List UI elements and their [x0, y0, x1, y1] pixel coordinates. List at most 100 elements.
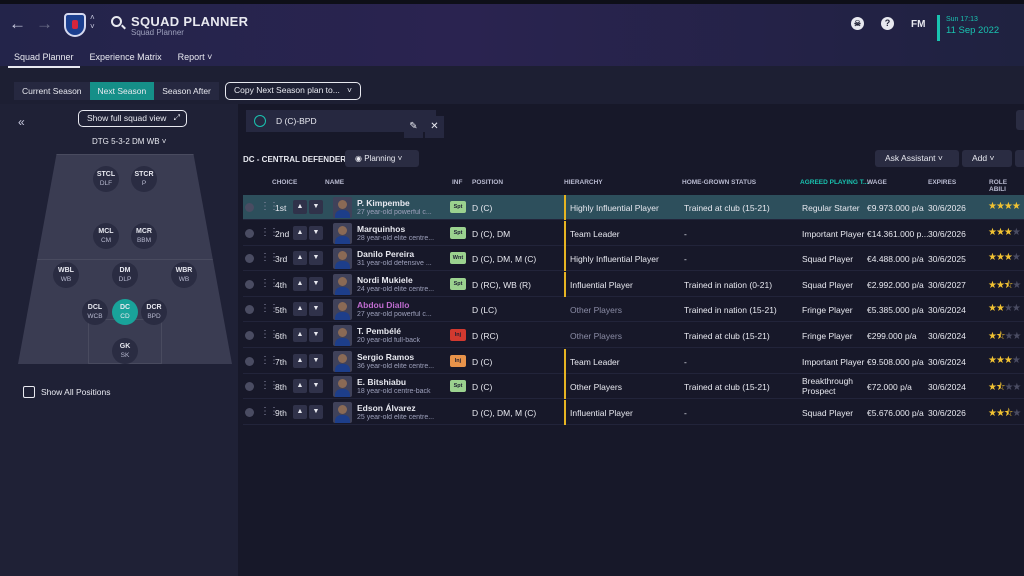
- row-select-radio[interactable]: [245, 305, 254, 315]
- status-badge[interactable]: Spt: [450, 226, 466, 239]
- player-avatar[interactable]: [333, 401, 352, 423]
- tab-experience-matrix[interactable]: Experience Matrix: [89, 52, 162, 62]
- planning-dropdown[interactable]: ◉ Planning ˅: [345, 150, 419, 167]
- player-name[interactable]: Edson Álvarez: [357, 402, 416, 413]
- skull-icon[interactable]: ☠: [851, 17, 864, 30]
- col-hierarchy[interactable]: HIERARCHY: [564, 179, 603, 186]
- status-badge[interactable]: Inj: [450, 329, 466, 341]
- player-avatar[interactable]: [333, 325, 352, 346]
- col-home-grown[interactable]: HOME-GROWN STATUS: [682, 179, 757, 186]
- club-crest-icon[interactable]: [64, 13, 86, 37]
- fm-logo[interactable]: FM: [911, 19, 926, 30]
- row-select-radio[interactable]: [245, 254, 254, 264]
- player-name[interactable]: T. Pembélé: [357, 326, 401, 336]
- show-all-checkbox[interactable]: [23, 386, 35, 398]
- move-up-icon[interactable]: ▲: [293, 353, 307, 368]
- table-row[interactable]: ⋮⋮ 4th ▲ ▼ Nordi Mukiele 24 year-old elite ce…: [243, 271, 1024, 297]
- help-icon[interactable]: ?: [881, 17, 894, 30]
- table-row[interactable]: ⋮⋮ 1st ▲ ▼ P. Kimpembe 27 year-old powerful c…: [243, 195, 1024, 220]
- tab-squad-planner[interactable]: Squad Planner: [8, 48, 80, 68]
- ask-assistant-button[interactable]: Ask Assistant ˅: [875, 150, 959, 167]
- tab-report[interactable]: Report ˅: [177, 52, 213, 62]
- drag-handle-icon[interactable]: ⋮⋮: [260, 303, 279, 315]
- table-row[interactable]: ⋮⋮ 5th ▲ ▼ Abdou Diallo 27 year-old powerful …: [243, 297, 1024, 323]
- back-arrow-icon[interactable]: ←: [9, 14, 26, 33]
- show-all-positions-toggle[interactable]: Show All Positions: [23, 386, 110, 398]
- move-up-icon[interactable]: ▲: [293, 302, 307, 317]
- collapse-panel-icon[interactable]: «: [18, 115, 25, 129]
- player-name[interactable]: Sergio Ramos: [357, 351, 415, 362]
- col-name[interactable]: NAME: [325, 179, 345, 186]
- drag-handle-icon[interactable]: ⋮⋮: [260, 354, 279, 366]
- move-down-icon[interactable]: ▼: [309, 225, 323, 240]
- more-button[interactable]: [1015, 150, 1024, 167]
- move-down-icon[interactable]: ▼: [309, 251, 323, 266]
- status-badge[interactable]: Spt: [450, 277, 466, 290]
- season-next-button[interactable]: Next Season: [89, 82, 155, 100]
- player-avatar[interactable]: [333, 350, 352, 372]
- move-up-icon[interactable]: ▲: [293, 200, 307, 214]
- table-row[interactable]: ⋮⋮ 7th ▲ ▼ Sergio Ramos 36 year-old elite cen…: [243, 348, 1024, 374]
- move-up-icon[interactable]: ▲: [293, 225, 307, 240]
- side-tab-handle[interactable]: [1016, 110, 1024, 130]
- close-icon[interactable]: ✕: [425, 116, 444, 138]
- table-row[interactable]: ⋮⋮ 9th ▲ ▼ Edson Álvarez 25 year-old elite ce…: [243, 399, 1024, 425]
- player-name[interactable]: P. Kimpembe: [357, 198, 410, 208]
- search-icon[interactable]: [111, 16, 122, 27]
- move-up-icon[interactable]: ▲: [293, 379, 307, 394]
- club-switch-chevron-icon[interactable]: ˄ ˅: [90, 13, 95, 31]
- position-node-mcr[interactable]: MCR BBM: [131, 223, 157, 249]
- player-avatar[interactable]: [333, 197, 352, 218]
- position-node-dm[interactable]: DM DLP: [112, 262, 138, 288]
- player-name[interactable]: Nordi Mukiele: [357, 274, 413, 285]
- move-down-icon[interactable]: ▼: [309, 328, 323, 342]
- position-node-gk[interactable]: GK SK: [112, 338, 138, 364]
- position-node-dcr[interactable]: DCR BPD: [141, 299, 167, 325]
- table-row[interactable]: ⋮⋮ 3rd ▲ ▼ Danilo Pereira 31 year-old defensi…: [243, 246, 1024, 272]
- copy-plan-button[interactable]: Copy Next Season plan to... ˅: [225, 82, 361, 100]
- col-position[interactable]: POSITION: [472, 179, 504, 186]
- drag-handle-icon[interactable]: ⋮⋮: [260, 252, 279, 264]
- player-avatar[interactable]: [333, 222, 352, 244]
- drag-handle-icon[interactable]: ⋮⋮: [260, 201, 279, 212]
- move-down-icon[interactable]: ▼: [309, 404, 323, 419]
- position-node-dc[interactable]: DC CD: [112, 299, 138, 325]
- position-node-wbr[interactable]: WBR WB: [171, 262, 197, 288]
- season-after-button[interactable]: Season After: [162, 86, 211, 96]
- move-up-icon[interactable]: ▲: [293, 251, 307, 266]
- table-row[interactable]: ⋮⋮ 2nd ▲ ▼ Marquinhos 28 year-old elite centr…: [243, 220, 1024, 246]
- row-select-radio[interactable]: [245, 228, 254, 238]
- move-down-icon[interactable]: ▼: [309, 379, 323, 394]
- col-role-ability[interactable]: ROLE ABILI: [989, 179, 1008, 193]
- move-down-icon[interactable]: ▼: [309, 276, 323, 291]
- full-squad-view-button[interactable]: Show full squad view ⤢: [78, 110, 187, 127]
- position-node-wbl[interactable]: WBL WB: [53, 262, 79, 288]
- player-avatar[interactable]: [333, 273, 352, 295]
- move-down-icon[interactable]: ▼: [309, 302, 323, 317]
- position-node-stcl[interactable]: STCL DLF: [93, 166, 119, 192]
- col-choice[interactable]: CHOICE: [272, 179, 298, 186]
- status-badge[interactable]: Inj: [450, 354, 466, 367]
- row-select-radio[interactable]: [245, 407, 254, 417]
- move-down-icon[interactable]: ▼: [309, 353, 323, 368]
- drag-handle-icon[interactable]: ⋮⋮: [260, 226, 279, 238]
- col-agreed-playing-time[interactable]: AGREED PLAYING T...: [800, 179, 869, 186]
- player-avatar[interactable]: [333, 376, 352, 398]
- player-avatar[interactable]: [333, 248, 352, 270]
- col-inf[interactable]: INF: [452, 179, 463, 186]
- position-node-stcr[interactable]: STCR P: [131, 166, 157, 192]
- status-badge[interactable]: Spt: [450, 201, 466, 213]
- move-up-icon[interactable]: ▲: [293, 276, 307, 291]
- row-select-radio[interactable]: [245, 279, 254, 289]
- player-avatar[interactable]: [333, 299, 352, 321]
- status-badge[interactable]: Spt: [450, 380, 466, 393]
- row-select-radio[interactable]: [245, 382, 254, 392]
- edit-pencil-icon[interactable]: ✎: [404, 116, 423, 138]
- drag-handle-icon[interactable]: ⋮⋮: [260, 277, 279, 289]
- col-wage[interactable]: WAGE: [867, 179, 887, 186]
- formation-dropdown[interactable]: DTG 5-3-2 DM WB ˅: [92, 137, 167, 146]
- season-current-button[interactable]: Current Season: [22, 86, 82, 96]
- player-name[interactable]: Abdou Diallo: [357, 300, 410, 311]
- position-node-dcl[interactable]: DCL WCB: [82, 299, 108, 325]
- move-up-icon[interactable]: ▲: [293, 404, 307, 419]
